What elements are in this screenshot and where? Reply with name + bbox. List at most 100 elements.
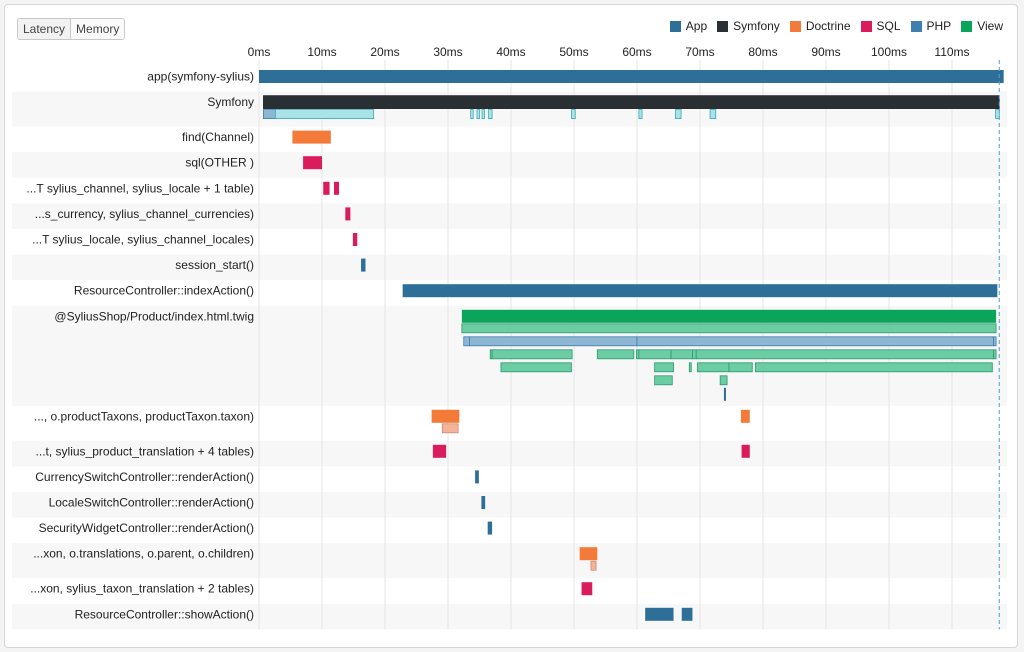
timeline-bar (274, 109, 375, 119)
timeline-bar (596, 349, 635, 360)
timeline-bar (487, 521, 493, 535)
timeline-bar (259, 70, 1004, 83)
row-background (12, 254, 1007, 281)
timeline-bar (590, 560, 597, 571)
timeline-bar (431, 409, 460, 423)
legend-item-view[interactable]: View (961, 19, 1003, 33)
timeline-bar (675, 109, 682, 119)
timeline-bar (645, 607, 674, 621)
timeline-bar (461, 323, 997, 334)
timeline-bar (581, 582, 593, 596)
row-label: sql(OTHER ) (185, 156, 254, 170)
timeline-bar (481, 109, 485, 119)
x-tick-label: 110ms (934, 45, 969, 59)
row-background (12, 543, 1007, 579)
timeline-bar (741, 444, 750, 458)
legend-item-app[interactable]: App (669, 19, 707, 33)
timeline-bar (441, 423, 459, 434)
x-tick-label: 50ms (559, 45, 588, 59)
legend-swatch-php (910, 20, 922, 32)
timeline-bar (688, 362, 692, 373)
row-label: @SyliusShop/Product/index.html.twig (54, 309, 254, 323)
timeline-bar (361, 258, 366, 272)
legend-item-symfony[interactable]: Symfony (717, 19, 780, 33)
x-tick-label: 100ms (871, 45, 907, 59)
row-label: find(Channel) (182, 130, 254, 144)
view-toggle: Latency Memory (17, 18, 126, 40)
timeline-bar (697, 362, 730, 373)
row-label: ResourceController::indexAction() (74, 284, 254, 298)
timeline-bar (263, 95, 1000, 109)
row-background (12, 152, 1007, 178)
timeline-bar (681, 607, 693, 621)
timeline-bar (491, 349, 573, 360)
x-tick-label: 90ms (811, 45, 840, 59)
timeline-bar (638, 109, 643, 119)
row-background (12, 203, 1007, 229)
row-label: Symfony (207, 95, 254, 109)
timeline-bar (352, 233, 358, 246)
row-label: LocaleSwitchController::renderAction() (49, 496, 254, 510)
timeline-bar (695, 349, 994, 360)
row-label: session_start() (175, 258, 254, 272)
legend-swatch-doctrine (789, 20, 801, 32)
row-label: ...T sylius_locale, sylius_channel_local… (32, 233, 254, 247)
timeline-bar (463, 336, 470, 347)
timeline-bar (993, 336, 997, 347)
timeline-bar (475, 470, 479, 484)
timeline-bar (740, 409, 750, 423)
row-label: ...xon, o.translations, o.parent, o.chil… (33, 547, 254, 561)
timeline-bar (692, 349, 697, 360)
legend-item-php[interactable]: PHP (910, 19, 952, 33)
x-tick-label: 30ms (433, 45, 462, 59)
x-tick-label: 10ms (307, 45, 336, 59)
row-label: ..., o.productTaxons, productTaxon.taxon… (34, 409, 254, 423)
row-background (12, 440, 1007, 467)
timeline-bar (263, 109, 276, 119)
timeline-bar (654, 375, 673, 386)
legend-swatch-symfony (717, 20, 729, 32)
row-label: SecurityWidgetController::renderAction() (39, 521, 254, 535)
row-label: ...t, sylius_product_translation + 4 tab… (36, 444, 254, 458)
x-tick-label: 0ms (248, 45, 271, 59)
legend-swatch-view (961, 20, 973, 32)
timeline-bar (345, 207, 351, 221)
timeline-bar (636, 336, 994, 347)
timeline-bar (402, 284, 998, 298)
timeline-bar (638, 349, 672, 360)
legend-label-view: View (977, 19, 1003, 33)
legend-label-doctrine: Doctrine (805, 19, 851, 33)
row-label: ...xon, sylius_taxon_translation + 2 tab… (30, 582, 254, 596)
timeline-bar (292, 130, 331, 144)
row-background (12, 603, 1007, 630)
legend-item-sql[interactable]: SQL (860, 19, 901, 33)
legend-label-php: PHP (926, 19, 952, 33)
row-label: ...s_currency, sylius_channel_currencies… (35, 207, 254, 221)
row-label: ResourceController::showAction() (75, 607, 254, 621)
row-label: ...T sylius_channel, sylius_locale + 1 t… (26, 181, 254, 195)
legend-swatch-sql (860, 20, 872, 32)
x-tick-label: 20ms (370, 45, 399, 59)
timeline-bar (723, 387, 726, 401)
x-tick-label: 40ms (496, 45, 525, 59)
timeline-bar (755, 362, 993, 373)
legend-swatch-app (669, 20, 681, 32)
legend-item-doctrine[interactable]: Doctrine (789, 19, 851, 33)
legend: App Symfony Doctrine SQL PHP View (660, 19, 1003, 33)
timeline-bar (709, 109, 717, 119)
timeline-bar (500, 362, 572, 373)
x-tick-label: 60ms (622, 45, 651, 59)
timeline-bar (481, 496, 486, 509)
timeline-bar (571, 109, 576, 119)
memory-toggle[interactable]: Memory (70, 19, 125, 39)
latency-toggle[interactable]: Latency (18, 19, 71, 39)
timeline-bar (470, 109, 474, 119)
timeline-bar (670, 349, 693, 360)
timeline-bar (654, 362, 674, 373)
timeline-bar (333, 181, 340, 195)
timeline-bar (995, 109, 1000, 119)
legend-label-sql: SQL (876, 19, 901, 33)
timeline-bar (323, 181, 330, 195)
timeline-bar (461, 309, 997, 323)
